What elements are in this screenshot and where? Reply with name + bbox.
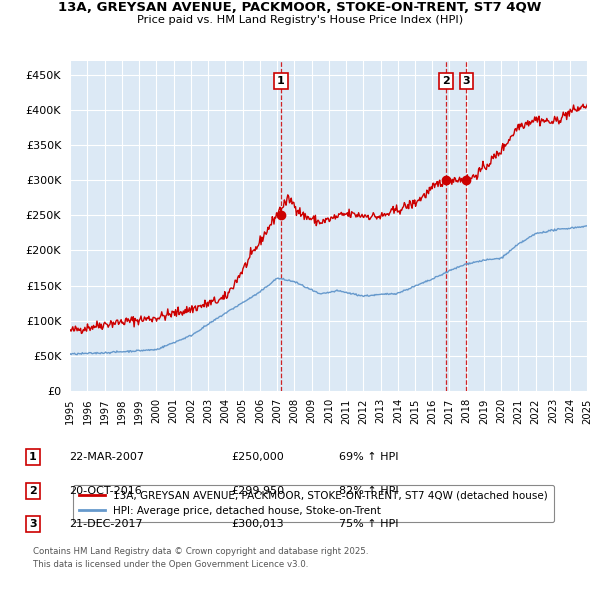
Text: 22-MAR-2007: 22-MAR-2007 — [69, 453, 144, 462]
Text: 3: 3 — [463, 76, 470, 86]
Text: £299,950: £299,950 — [231, 486, 284, 496]
Text: 1: 1 — [29, 453, 37, 462]
Text: 21-DEC-2017: 21-DEC-2017 — [69, 519, 143, 529]
Legend: 13A, GREYSAN AVENUE, PACKMOOR, STOKE-ON-TRENT, ST7 4QW (detached house), HPI: Av: 13A, GREYSAN AVENUE, PACKMOOR, STOKE-ON-… — [73, 484, 554, 522]
Text: 20-OCT-2016: 20-OCT-2016 — [69, 486, 142, 496]
Text: 2: 2 — [442, 76, 450, 86]
Text: Contains HM Land Registry data © Crown copyright and database right 2025.: Contains HM Land Registry data © Crown c… — [33, 547, 368, 556]
Text: £250,000: £250,000 — [231, 453, 284, 462]
Text: 13A, GREYSAN AVENUE, PACKMOOR, STOKE-ON-TRENT, ST7 4QW: 13A, GREYSAN AVENUE, PACKMOOR, STOKE-ON-… — [58, 1, 542, 14]
Text: This data is licensed under the Open Government Licence v3.0.: This data is licensed under the Open Gov… — [33, 560, 308, 569]
Text: £300,013: £300,013 — [231, 519, 284, 529]
Text: 75% ↑ HPI: 75% ↑ HPI — [339, 519, 398, 529]
Text: Price paid vs. HM Land Registry's House Price Index (HPI): Price paid vs. HM Land Registry's House … — [137, 15, 463, 25]
Text: 82% ↑ HPI: 82% ↑ HPI — [339, 486, 398, 496]
Text: 69% ↑ HPI: 69% ↑ HPI — [339, 453, 398, 462]
Text: 1: 1 — [277, 76, 285, 86]
Text: 2: 2 — [29, 486, 37, 496]
Text: 3: 3 — [29, 519, 37, 529]
